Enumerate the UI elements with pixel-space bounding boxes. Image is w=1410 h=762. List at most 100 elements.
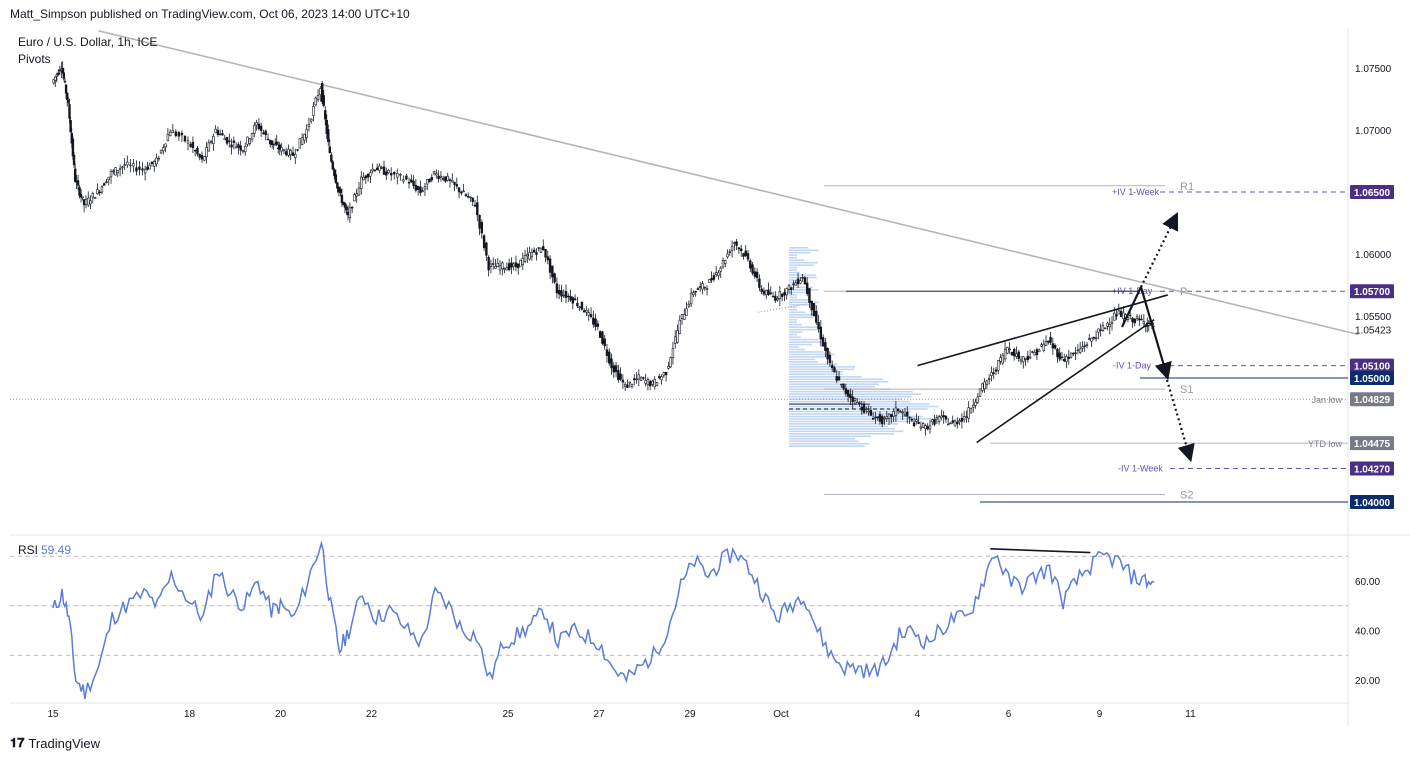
candle-body	[926, 426, 929, 430]
candle-body	[940, 415, 943, 418]
price-level-badge-text: 1.04829	[1354, 395, 1391, 406]
candle-body	[1063, 359, 1066, 362]
candle-body	[765, 290, 768, 296]
candle-body	[455, 184, 459, 187]
volume-profile-bar	[789, 286, 814, 289]
candle-body	[553, 273, 556, 283]
candle-body	[746, 253, 750, 260]
tradingview-logo[interactable]: 𝟏𝟕 TradingView	[10, 736, 100, 751]
candle-body	[476, 202, 479, 216]
candle-body	[250, 133, 254, 140]
price-axis[interactable]: 1.07500 1.07000 1.06000 1.05500 1.05423 1.065…	[1350, 64, 1394, 509]
candle-body	[1031, 351, 1034, 353]
candle-body	[428, 178, 431, 183]
candle-body	[908, 416, 911, 419]
candle-body	[294, 153, 297, 158]
candle-body	[205, 147, 208, 158]
volume-profile-bar	[789, 341, 825, 343]
candle-body	[369, 172, 372, 177]
candle-body	[72, 154, 76, 165]
candle-body	[68, 104, 71, 119]
candle-body	[180, 133, 184, 136]
level-note: Jan low	[1311, 395, 1342, 405]
candle-body	[924, 425, 927, 430]
candle-body	[328, 146, 331, 153]
candle-body	[689, 292, 693, 305]
candle-body	[799, 280, 802, 284]
candle-body	[792, 283, 795, 285]
candle-body	[264, 130, 267, 136]
candle-body	[724, 260, 727, 264]
time-tick-label: 22	[366, 709, 378, 720]
candle-body	[714, 272, 718, 275]
candle-body	[821, 337, 825, 347]
volume-profile-bar	[789, 445, 865, 447]
candle-body	[1065, 356, 1068, 362]
candle-body	[1053, 345, 1057, 349]
candle-body	[947, 423, 950, 426]
candle-body	[1072, 352, 1075, 355]
candle-body	[366, 173, 370, 178]
candle-body	[633, 378, 636, 381]
candle-body	[505, 267, 509, 271]
candle-body	[762, 290, 766, 295]
candle-body	[146, 166, 149, 170]
candle-body	[535, 252, 538, 255]
price-level-badge	[1350, 436, 1394, 451]
rsi-divergence-line	[990, 548, 1091, 554]
candle-body	[944, 416, 948, 420]
candle-body	[560, 290, 563, 297]
candle-body	[150, 161, 154, 165]
candle-body	[419, 186, 422, 194]
candle-body	[132, 163, 135, 167]
rsi-tick-label: 40.00	[1355, 627, 1380, 638]
candle-body	[96, 189, 99, 195]
candle-body	[380, 167, 383, 169]
candle-body	[751, 264, 754, 274]
volume-profile-bar	[789, 338, 819, 341]
candle-body	[63, 80, 67, 83]
candle-body	[555, 283, 559, 294]
bullish-breakout-arrow	[1140, 212, 1179, 288]
candle-body	[853, 398, 857, 401]
candle-body	[623, 384, 627, 387]
candle-body	[685, 308, 688, 316]
candle-body	[646, 379, 650, 385]
candle-body	[628, 381, 631, 384]
wedge-lower-line	[976, 319, 1155, 444]
candle-body	[951, 420, 954, 423]
volume-profile-bar	[789, 371, 843, 373]
time-tick-label: Oct	[773, 709, 789, 720]
candle-body	[340, 194, 344, 204]
candle-body	[694, 290, 697, 293]
candle-body	[705, 288, 709, 290]
candle-body	[1019, 359, 1023, 362]
candle-body	[617, 370, 620, 381]
candle-body	[1006, 347, 1009, 354]
candle-body	[71, 138, 75, 157]
candle-body	[990, 372, 993, 377]
time-axis[interactable]: 15 18 20 22 25 27 29 Oct 4 6 9 11	[47, 709, 1196, 720]
price-level-badge	[1350, 284, 1394, 299]
candle-body	[270, 140, 274, 146]
candle-body	[785, 288, 788, 296]
candle-body	[933, 419, 936, 425]
candle-body	[892, 411, 895, 417]
volume-profile-bar	[789, 299, 810, 301]
candle-body	[997, 360, 1000, 371]
candle-body	[451, 179, 454, 183]
candle-body	[596, 323, 600, 327]
volume-profile-bar	[789, 323, 802, 326]
candle-body	[605, 349, 609, 356]
candle-body	[865, 408, 868, 411]
candle-body	[1085, 344, 1089, 346]
candle-body	[402, 179, 405, 182]
candle-body	[168, 131, 172, 137]
candle-body	[871, 417, 875, 420]
candle-body	[61, 68, 64, 73]
candle-body	[858, 402, 861, 404]
candle-body	[159, 149, 163, 154]
time-tick-label: 18	[184, 709, 196, 720]
candle-body	[69, 120, 72, 133]
